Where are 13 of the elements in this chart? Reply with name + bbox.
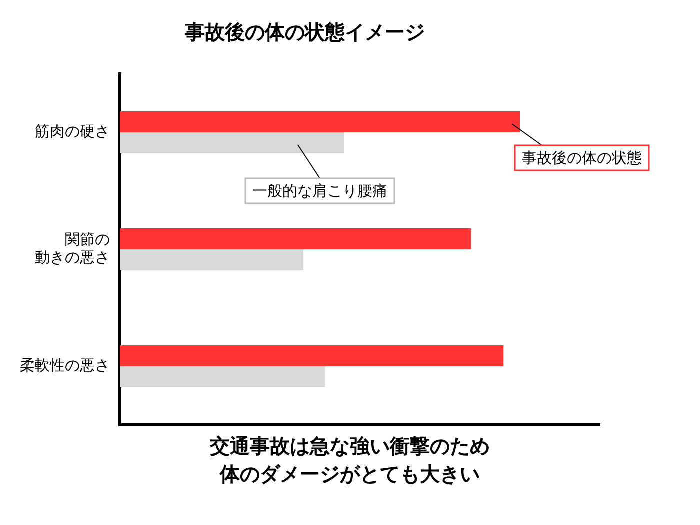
bar bbox=[120, 228, 472, 250]
text: 交通事故は急な強い衝撃のため体のダメージがとても大きい bbox=[209, 433, 491, 488]
series-label: 事故後の体の状態 bbox=[522, 148, 642, 167]
bar bbox=[120, 111, 520, 132]
y-tick-label: 筋肉の硬さ bbox=[35, 122, 110, 140]
bar bbox=[120, 132, 344, 154]
bar bbox=[120, 345, 504, 366]
y-tick-label: 柔軟性の悪さ bbox=[20, 356, 110, 374]
y-tick-label: 関節の動きの悪さ bbox=[35, 230, 110, 266]
bar bbox=[120, 366, 326, 388]
chart-title: 事故後の体の状態イメージ bbox=[184, 20, 425, 44]
bar bbox=[120, 250, 304, 271]
series-label: 一般的な肩こり腰痛 bbox=[252, 182, 388, 200]
